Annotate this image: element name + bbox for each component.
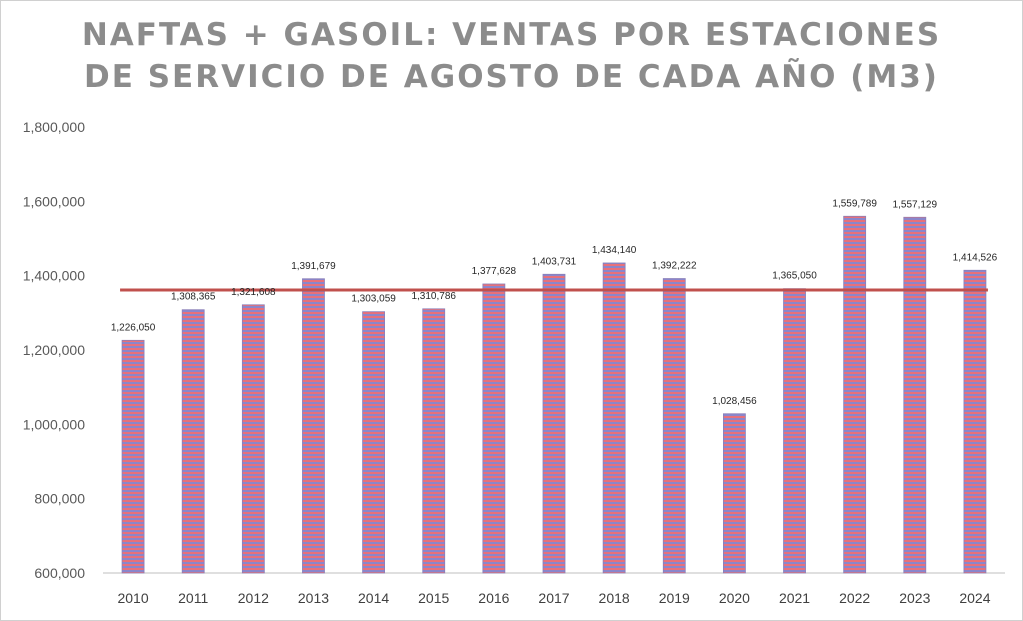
bar-2017	[542, 273, 566, 574]
data-label-2015: 1,310,786	[411, 291, 456, 302]
x-axis: 2010 2011 2012 2013 2014 2015 2016 2017 2018 2019…	[103, 572, 1005, 606]
data-label-2018: 1,434,140	[592, 245, 637, 256]
y-tick-label: 1,000,000	[23, 416, 85, 432]
y-tick-label: 1,200,000	[23, 342, 85, 358]
bar-2013	[302, 278, 325, 574]
data-label-2012: 1,321,608	[231, 287, 276, 298]
x-tick-label: 2021	[779, 590, 810, 606]
bar-2020	[723, 413, 746, 574]
bar-2019	[662, 278, 686, 574]
x-tick-label: 2016	[478, 590, 509, 606]
x-tick-label: 2012	[238, 590, 269, 606]
bar-2024	[963, 269, 987, 574]
x-tick-label: 2014	[358, 590, 389, 606]
chart-title-line-2: DE SERVICIO DE AGOSTO DE CADA AÑO (M3)	[84, 59, 939, 95]
y-tick-label: 600,000	[34, 565, 85, 581]
x-tick-label: 2020	[719, 590, 750, 606]
x-tick-label: 2018	[599, 590, 630, 606]
bar-2023	[903, 216, 927, 574]
x-tick-label: 2019	[659, 590, 690, 606]
x-tick-label: 2011	[178, 590, 208, 606]
x-tick-label: 2024	[959, 590, 990, 606]
data-label-2016: 1,377,628	[472, 266, 517, 277]
chart-title-line-1: NAFTAS + GASOIL: VENTAS POR ESTACIONES	[81, 17, 942, 53]
bar-series	[121, 215, 987, 574]
y-axis: 600,000 800,000 1,000,000 1,200,000 1,400,00…	[23, 119, 86, 581]
bar-2014	[362, 311, 386, 574]
data-labels: 1,226,050 1,308,365 1,321,608 1,391,679 1,30…	[111, 198, 998, 406]
data-label-2022: 1,559,789	[832, 198, 877, 209]
data-label-2023: 1,557,129	[893, 199, 938, 210]
bar-2022	[843, 215, 867, 574]
bar-2015	[422, 308, 446, 574]
x-tick-label: 2015	[418, 590, 449, 606]
y-tick-label: 1,600,000	[23, 193, 85, 209]
x-tick-label: 2017	[538, 590, 569, 606]
x-tick-label: 2013	[298, 590, 329, 606]
bar-2012	[241, 304, 265, 574]
data-label-2010: 1,226,050	[111, 322, 156, 333]
data-label-2021: 1,365,050	[772, 271, 817, 282]
y-tick-label: 800,000	[34, 491, 85, 507]
bar-2011	[181, 309, 205, 574]
bar-2018	[602, 262, 626, 574]
data-label-2011: 1,308,365	[171, 292, 216, 303]
chart-title: NAFTAS + GASOIL: VENTAS POR ESTACIONES D…	[0, 14, 1023, 98]
bar-2010	[121, 339, 145, 574]
y-tick-label: 1,400,000	[23, 268, 85, 284]
data-label-2017: 1,403,731	[532, 256, 577, 267]
data-label-2019: 1,392,222	[652, 261, 697, 272]
bar-2016	[482, 283, 506, 574]
bar-2021	[783, 288, 806, 574]
x-tick-label: 2022	[839, 590, 870, 606]
data-label-2024: 1,414,526	[953, 252, 998, 263]
x-tick-label: 2010	[117, 590, 148, 606]
data-label-2013: 1,391,679	[291, 261, 336, 272]
data-label-2020: 1,028,456	[712, 396, 757, 407]
y-tick-label: 1,800,000	[23, 119, 85, 135]
data-label-2014: 1,303,059	[351, 294, 396, 305]
x-tick-label: 2023	[899, 590, 930, 606]
